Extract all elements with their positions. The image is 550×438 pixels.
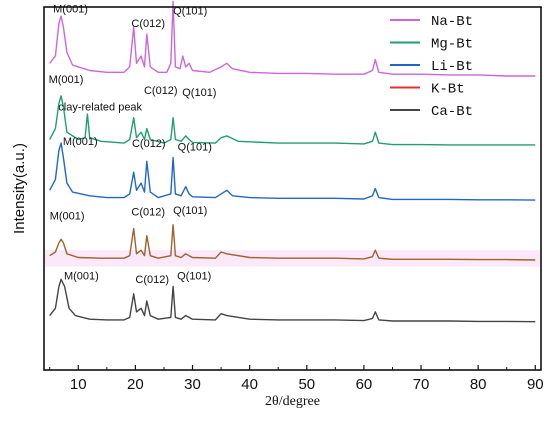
series-line-mg-bt <box>49 95 536 146</box>
peak-annotation: Q(101) <box>182 87 216 99</box>
x-tick-label: 90 <box>527 376 544 393</box>
peak-annotation: M(001) <box>63 136 98 148</box>
peak-annotation: C(012) <box>135 274 169 286</box>
x-tick-label: 20 <box>127 376 144 393</box>
peak-annotation: Q(101) <box>173 205 207 217</box>
peak-annotation: M(001) <box>50 210 85 222</box>
peak-annotation: Q(101) <box>177 270 211 282</box>
peak-annotation: clay-related peak <box>58 101 142 113</box>
peak-annotation: M(001) <box>49 74 84 86</box>
x-tick-layer: 10 20 30 40 50 60 70 80 90 <box>49 365 544 393</box>
peak-annotation: Q(101) <box>173 5 207 17</box>
legend-label-k-bt: K-Bt <box>431 82 465 98</box>
peak-annotation: M(001) <box>53 3 88 15</box>
peak-annotation: M(001) <box>64 270 99 282</box>
peak-annotation: C(012) <box>132 138 166 150</box>
peak-annotation: C(012) <box>144 85 178 97</box>
plot-frame <box>43 6 542 371</box>
x-tick-label: 40 <box>241 376 258 393</box>
legend-label-ca-bt: Ca-Bt <box>431 104 473 120</box>
x-tick-label: 50 <box>298 376 315 393</box>
peak-annotation: C(012) <box>131 207 165 219</box>
legend-label-na-bt: Na-Bt <box>431 14 473 30</box>
series-layer <box>49 0 536 323</box>
y-axis-title: Intensity(a.u.) <box>11 143 28 234</box>
peak-annotation: Q(101) <box>178 141 212 153</box>
x-tick-label: 80 <box>470 376 487 393</box>
legend-label-li-bt: Li-Bt <box>431 59 473 75</box>
legend: Na-Bt Mg-Bt Li-Bt K-Bt Ca-Bt <box>390 14 473 120</box>
peak-annotation: C(012) <box>131 18 165 30</box>
legend-label-mg-bt: Mg-Bt <box>431 37 473 53</box>
x-tick-label: 70 <box>413 376 430 393</box>
series-line-li-bt <box>49 142 536 201</box>
x-tick-label: 30 <box>184 376 201 393</box>
annotation-layer: M(001) C(012) Q(101) M(001) C(012) Q(101) clay… <box>49 3 217 285</box>
x-tick-label: 60 <box>356 376 373 393</box>
x-tick-label: 10 <box>70 376 87 393</box>
x-axis-title: 2θ/degree <box>265 394 320 409</box>
series-line-na-bt <box>49 0 536 77</box>
series-line-k-bt <box>49 224 536 261</box>
series-line-ca-bt <box>49 278 536 323</box>
